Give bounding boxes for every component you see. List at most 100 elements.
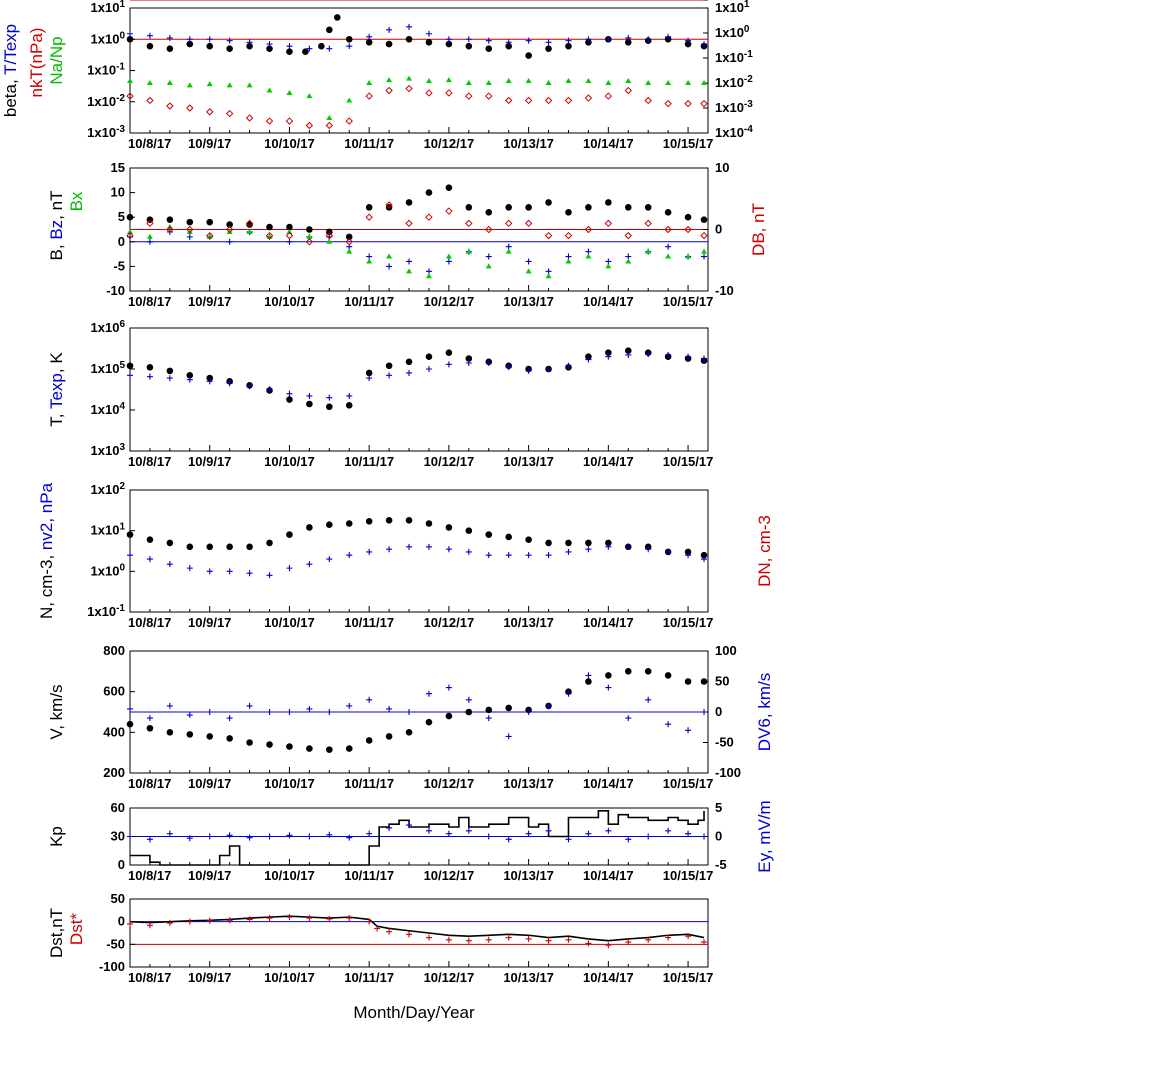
series-nkt-npa-point: [644, 96, 652, 105]
series-dst-point: [346, 915, 353, 922]
series-nkt-npa-point: [664, 99, 672, 108]
series-t-texp-point: [226, 37, 233, 44]
series-db-point: [504, 219, 513, 228]
series-nkt-npa-point: [504, 96, 513, 105]
series-na-np-point: [425, 78, 432, 84]
series-dst-point: [625, 939, 632, 946]
x-tick-label: 10/8/17: [128, 868, 171, 883]
series-dv6-point: [206, 709, 213, 715]
series-dv6-point: [585, 672, 592, 679]
y-axis-label: Kp: [47, 826, 66, 847]
series-t-texp-point: [266, 41, 273, 48]
y-tick-label: -50: [106, 936, 125, 951]
series-dst-point: [406, 931, 413, 938]
series-n-point: [226, 543, 233, 551]
series-nv2-point: [246, 570, 253, 577]
series-dv6-point: [186, 712, 193, 719]
series-beta-point: [186, 40, 194, 48]
series-nkt-npa-point: [245, 114, 254, 122]
series-n-point: [326, 521, 333, 529]
series-t-texp-point: [625, 34, 632, 41]
panel-b: -10 -5 0 5 10 15 -10 0 10 10/8/17 10/9/17 10/10/17 1…: [47, 160, 768, 309]
series-t-point: [605, 349, 612, 356]
series-db-point: [524, 219, 533, 228]
series-bx-point: [406, 268, 413, 274]
series-dv6-point: [146, 715, 153, 722]
y-tick-label: 50: [111, 891, 125, 906]
series-bz-point: [485, 253, 492, 260]
x-tick-label: 10/12/17: [424, 776, 475, 791]
series-v-point: [206, 733, 214, 740]
series-v-point: [664, 672, 672, 679]
series-n-point: [286, 531, 293, 538]
series-ey-point: [425, 827, 432, 834]
x-tick-label: 10/9/17: [188, 294, 231, 309]
series-ey-point: [485, 833, 492, 840]
series-texp-point: [186, 376, 193, 383]
series-b-point: [186, 218, 194, 226]
series-t-point: [286, 396, 293, 403]
series-nkt-npa-point: [684, 99, 692, 108]
plot-frame: [129, 898, 709, 968]
series-t-texp-point: [406, 23, 413, 30]
series-nkt-npa-point: [564, 96, 573, 105]
series-bz-point: [525, 258, 532, 265]
x-tick-label: 10/11/17: [344, 776, 394, 791]
series-t-point: [146, 364, 154, 371]
series-v-point: [246, 739, 253, 746]
series-na-np-point: [346, 97, 353, 103]
series-dst-point: [485, 936, 492, 943]
y-axis-label: beta, T/Texp: [1, 24, 20, 117]
series-na-np-point: [465, 80, 472, 85]
series-beta-point: [585, 38, 592, 46]
panel-t: 1x103 1x104 1x105 1x106 10/8/17 10/9/17 10/10/…: [47, 319, 713, 469]
series-na-np-point: [226, 82, 233, 88]
series-ey-point: [665, 827, 672, 834]
series-nv2-point: [625, 543, 632, 550]
series-db-point: [245, 219, 254, 228]
y-axis-label: V, km/s: [47, 684, 66, 739]
y2-tick-label: 6: [715, 0, 722, 3]
x-tick-label: 10/10/17: [264, 868, 315, 883]
series-beta-point: [545, 45, 552, 52]
y2-tick-label: -100: [715, 765, 741, 780]
x-tick-label: 10/15/17: [663, 776, 714, 791]
panel-beta: 1x10-3 1x10-2 1x10-1 1x100 1x101 1x10-4 1x10-3…: [1, 0, 753, 151]
y-axis-label: B, Bz, nT: [47, 191, 66, 261]
series-db-point: [465, 219, 473, 228]
series-na-np-point: [186, 82, 193, 88]
series-dv6-point: [425, 690, 432, 697]
series-t-point: [465, 355, 473, 362]
series-beta-point: [226, 45, 233, 52]
series-dst-point: [685, 933, 692, 940]
series-nkt-npa-point: [325, 121, 334, 130]
series-bx-point: [386, 253, 393, 259]
series-nv2-point: [485, 552, 492, 559]
series-bx-point: [625, 258, 632, 264]
series-na-np-point: [505, 78, 512, 84]
series-v-point: [405, 729, 413, 736]
series-dv6-point: [605, 684, 612, 691]
x-tick-label: 10/11/17: [344, 454, 394, 469]
series-t-texp-point: [445, 36, 452, 43]
series-nkt-npa-point: [584, 94, 593, 102]
series-dst-point: [374, 925, 381, 932]
series-dv6-point: [665, 721, 672, 728]
y2-tick-label: 1x10-3: [715, 99, 753, 115]
series-na-np-point: [585, 78, 592, 84]
series-na-np-point: [306, 93, 313, 99]
y2-tick-label: 4: [715, 0, 723, 3]
series-dst-point: [605, 942, 612, 949]
x-tick-label: 10/13/17: [503, 615, 554, 630]
series-db-point: [166, 225, 174, 234]
series-nkt-npa-point: [166, 102, 174, 110]
series-v-point: [286, 743, 293, 750]
series-bx-point: [545, 273, 552, 279]
series-v-point: [166, 729, 174, 736]
series-na-np-point: [286, 89, 293, 95]
series-beta-point: [445, 40, 453, 48]
series-t-texp-point: [505, 39, 512, 46]
x-tick-label: 10/13/17: [503, 868, 554, 883]
series-t-point: [405, 358, 413, 366]
series-nkt-npa-point: [465, 92, 473, 100]
